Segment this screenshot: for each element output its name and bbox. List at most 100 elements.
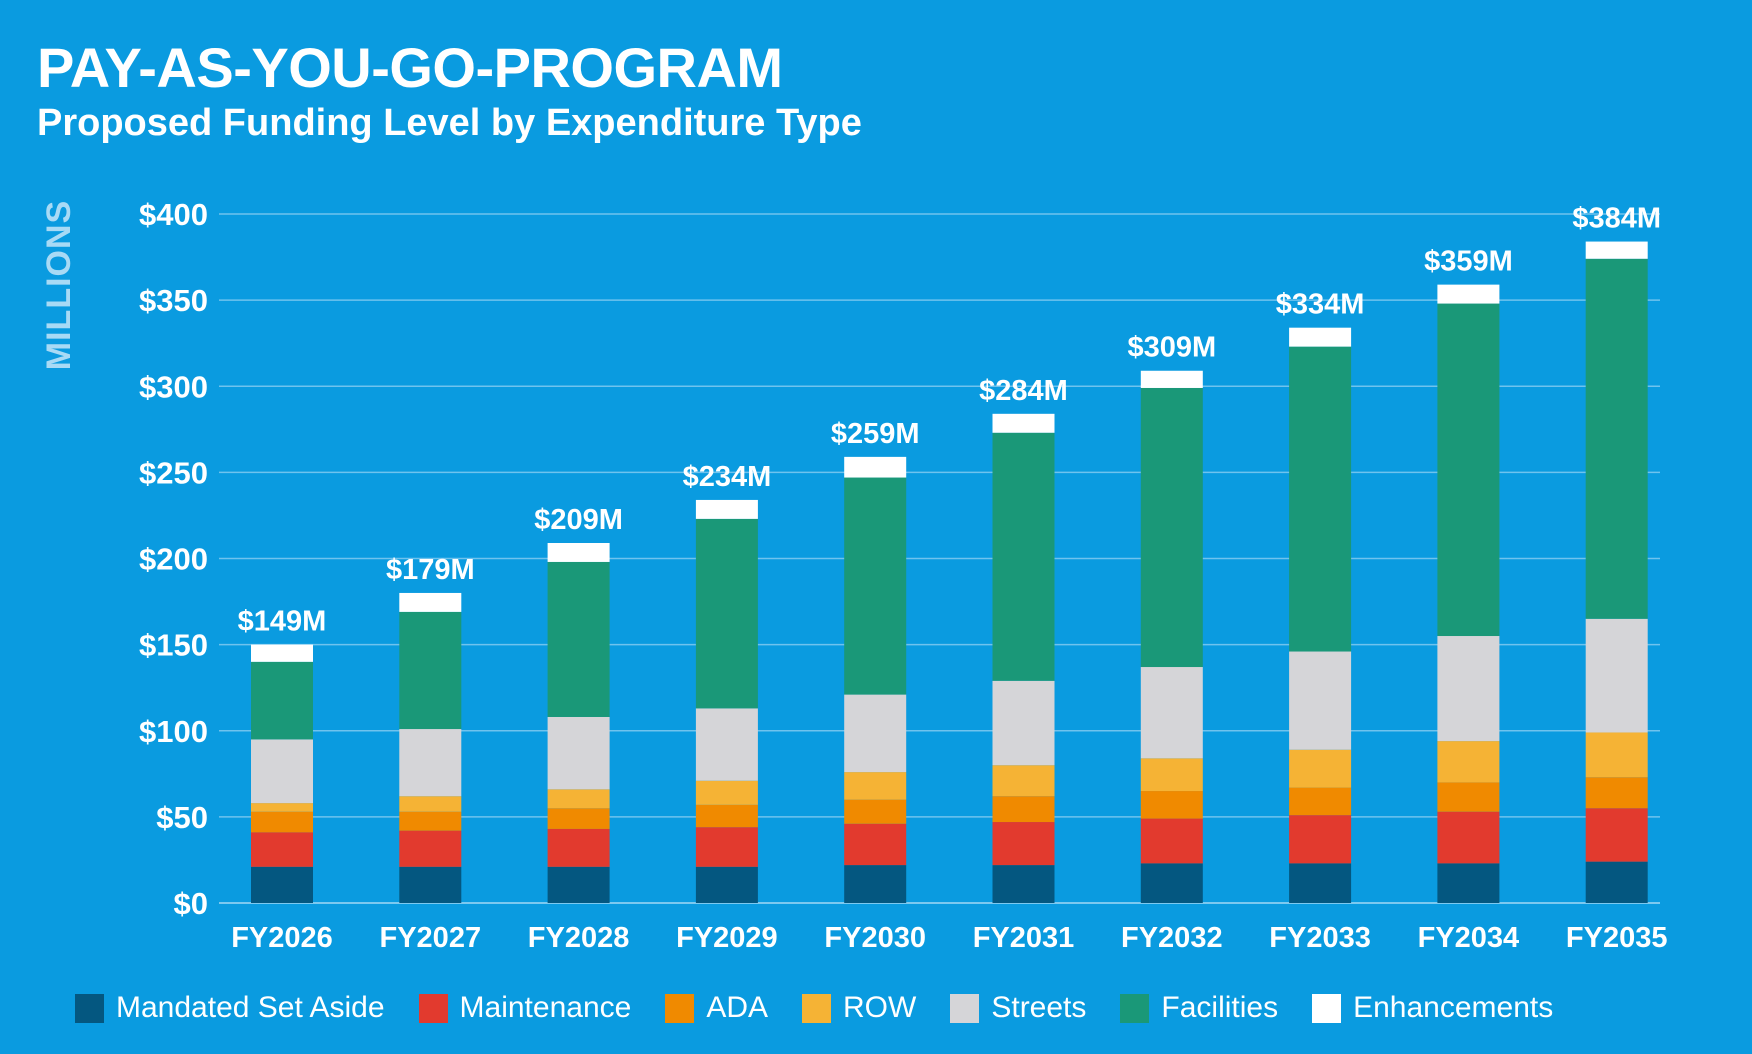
y-tick-label: $100 <box>139 714 208 749</box>
legend-item: Mandated Set Aside <box>75 991 385 1025</box>
bar-segment-maintenance <box>1289 815 1352 864</box>
legend-swatch <box>1120 993 1150 1023</box>
legend-label: ADA <box>706 991 769 1024</box>
bar-segment-streets <box>992 680 1055 766</box>
legend-item: ROW <box>802 991 916 1025</box>
x-tick-label: FY2029 <box>676 922 778 954</box>
bar-segment-ada <box>251 811 313 833</box>
legend-item: Facilities <box>1120 991 1278 1025</box>
bar-segment-maintenance <box>1585 808 1648 862</box>
bar-total-label: $309M <box>1127 332 1216 364</box>
bar-segment-facilities <box>547 561 610 717</box>
x-tick-label: FY2033 <box>1269 922 1371 954</box>
x-tick-label: FY2027 <box>380 922 482 954</box>
bar-total-label: $284M <box>979 375 1068 407</box>
bar-segment-mandated-set-aside <box>251 866 313 903</box>
legend-item: ADA <box>665 991 768 1025</box>
bar-segment-enhancements <box>547 542 610 562</box>
bar-segment-row <box>1437 741 1500 783</box>
legend-label: Maintenance <box>459 991 632 1024</box>
legend-swatch <box>1312 993 1342 1023</box>
bar-segment-ada <box>1289 787 1352 816</box>
bar-segment-row <box>1140 758 1203 792</box>
bar-segment-row <box>992 765 1055 797</box>
bar-segment-row <box>399 796 462 812</box>
bar-segment-streets <box>1289 651 1352 750</box>
bar-segment-maintenance <box>1437 811 1500 864</box>
bar-segment-streets <box>844 694 907 773</box>
bar-segment-maintenance <box>1140 818 1203 864</box>
bar-segment-row <box>1289 749 1352 788</box>
bar-segment-ada <box>844 799 907 824</box>
bar-segment-enhancements <box>695 499 758 519</box>
x-tick-label: FY2034 <box>1418 922 1520 954</box>
bar-segment-mandated-set-aside <box>399 866 462 903</box>
bar-segment-mandated-set-aside <box>695 866 758 903</box>
bar-segment-enhancements <box>844 456 907 478</box>
legend-label: Streets <box>991 991 1087 1024</box>
bar-segment-enhancements <box>992 413 1055 433</box>
bar-segment-ada <box>1437 782 1500 812</box>
legend-label: Mandated Set Aside <box>116 991 385 1024</box>
bar-total-label: $149M <box>238 606 327 638</box>
bar-segment-facilities <box>399 611 462 730</box>
chart-text: $0 $50 $100 $150 $200 $250 $300 $350 $400 MILLION… <box>40 197 1667 954</box>
bar-total-label: $234M <box>683 461 772 493</box>
legend-swatch <box>665 993 695 1023</box>
bar-segment-ada <box>1140 791 1203 819</box>
bar-segment-row <box>251 803 313 812</box>
bar-total-label: $259M <box>831 418 920 450</box>
y-tick-label: $350 <box>139 283 208 318</box>
bar-segment-mandated-set-aside <box>1585 861 1648 903</box>
legend-label: Facilities <box>1161 991 1279 1024</box>
legend-swatch <box>802 993 832 1023</box>
x-tick-label: FY2026 <box>231 922 333 954</box>
y-axis-label: MILLIONS <box>40 200 78 370</box>
legend-swatch <box>950 993 980 1023</box>
bar-segment-facilities <box>844 477 907 695</box>
bar-segment-maintenance <box>251 832 313 867</box>
bar-segment-mandated-set-aside <box>1437 863 1500 903</box>
bar-segment-streets <box>251 739 313 804</box>
bar-segment-maintenance <box>844 823 907 866</box>
bar-segment-streets <box>399 729 462 797</box>
bar-segment-enhancements <box>399 592 462 612</box>
bar-segment-enhancements <box>1289 327 1352 347</box>
legend-label: ROW <box>843 991 917 1024</box>
bar-segment-facilities <box>1437 303 1500 637</box>
bar-segment-ada <box>992 796 1055 823</box>
legend-swatch <box>418 993 448 1023</box>
bar-segment-mandated-set-aside <box>1140 863 1203 903</box>
bar-segment-maintenance <box>547 828 610 867</box>
bar-total-label: $179M <box>386 554 475 586</box>
y-tick-label: $0 <box>174 886 208 921</box>
x-tick-label: FY2028 <box>528 922 630 954</box>
bar-segment-streets <box>1140 667 1203 759</box>
bar-segment-row <box>547 789 610 809</box>
bar-segment-maintenance <box>399 830 462 867</box>
bar-segment-facilities <box>1140 387 1203 668</box>
bar-segment-facilities <box>251 661 313 740</box>
bar-segment-mandated-set-aside <box>992 865 1055 903</box>
legend-label: Enhancements <box>1353 991 1554 1024</box>
bar-segment-ada <box>1585 777 1648 809</box>
bar-segment-streets <box>695 708 758 781</box>
bar-segment-mandated-set-aside <box>1289 863 1352 903</box>
bar-total-label: $209M <box>534 504 623 536</box>
bar-segment-facilities <box>1585 258 1648 619</box>
bar-segment-ada <box>695 804 758 828</box>
x-tick-label: FY2031 <box>973 922 1075 954</box>
bar-segment-facilities <box>1289 346 1352 652</box>
bar-segment-row <box>695 780 758 805</box>
bar-segment-mandated-set-aside <box>844 865 907 903</box>
bar-segment-streets <box>1585 618 1648 733</box>
bar-segment-enhancements <box>1585 241 1648 259</box>
legend-item: Enhancements <box>1312 991 1553 1025</box>
bar-segment-ada <box>547 808 610 829</box>
bars <box>251 241 1648 903</box>
y-tick-label: $300 <box>139 369 208 404</box>
x-tick-label: FY2032 <box>1121 922 1223 954</box>
chart-title: PAY-AS-YOU-GO-PROGRAM <box>37 36 783 99</box>
